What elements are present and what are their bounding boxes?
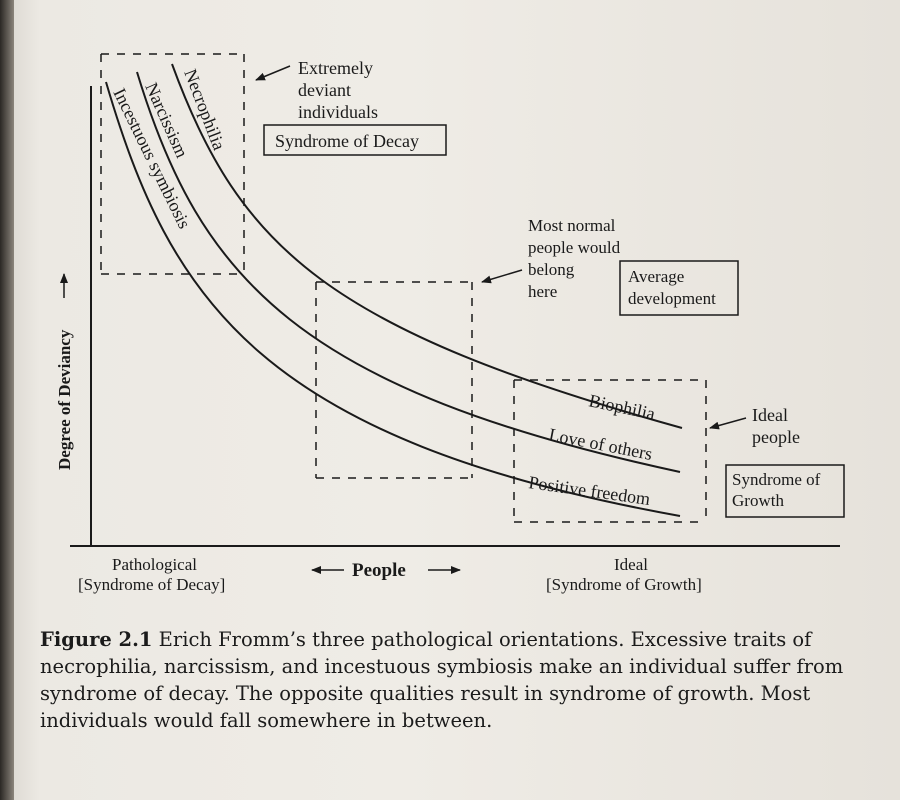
svg-text:people: people xyxy=(752,427,800,447)
y-axis-label-group: Degree of Deviancy xyxy=(55,273,74,470)
svg-text:People: People xyxy=(352,560,406,581)
arrow-normal xyxy=(481,269,523,284)
decay-region xyxy=(100,53,245,275)
svg-text:Most normal: Most normal xyxy=(528,216,616,235)
svg-text:individuals: individuals xyxy=(298,102,378,122)
svg-text:belong: belong xyxy=(528,260,575,279)
svg-text:Average: Average xyxy=(628,267,684,286)
book-spine xyxy=(0,0,14,800)
figure-caption-text: Erich Fromm’s three pathological orienta… xyxy=(40,628,844,732)
arrow-ideal xyxy=(709,417,747,430)
x-axis-center-label: People xyxy=(311,560,461,581)
label-love-of-others: Love of others xyxy=(547,424,654,464)
label-positive-freedom: Positive freedom xyxy=(527,472,651,509)
decay-box-label: Syndrome of Decay xyxy=(275,131,419,151)
x-axis-right-label: Ideal [Syndrome of Growth] xyxy=(546,555,702,594)
svg-text:Pathological: Pathological xyxy=(112,555,197,574)
svg-text:[Syndrome of Decay]: [Syndrome of Decay] xyxy=(78,575,225,594)
annotation-normal: Most normal people would belong here xyxy=(528,216,621,301)
growth-region xyxy=(513,379,707,523)
curve-narcissism-love xyxy=(136,71,681,473)
svg-text:Extremely: Extremely xyxy=(298,58,373,78)
figure-label: Figure 2.1 xyxy=(40,628,153,651)
decay-box xyxy=(263,124,447,156)
label-biophilia: Biophilia xyxy=(587,390,657,423)
svg-text:Ideal: Ideal xyxy=(614,555,648,574)
average-box xyxy=(619,260,739,316)
average-box-label: Average development xyxy=(628,267,716,308)
svg-text:people would: people would xyxy=(528,238,621,257)
svg-text:Growth: Growth xyxy=(732,491,784,510)
svg-text:Ideal: Ideal xyxy=(752,405,788,425)
svg-text:here: here xyxy=(528,282,557,301)
growth-box xyxy=(725,464,845,518)
annotation-ideal: Ideal people xyxy=(752,405,800,447)
x-axis-left-label: Pathological [Syndrome of Decay] xyxy=(78,555,225,594)
svg-text:development: development xyxy=(628,289,716,308)
svg-text:deviant: deviant xyxy=(298,80,351,100)
fromm-diagram: Degree of Deviancy Necrophilia Narcissis… xyxy=(55,53,845,594)
annotation-deviant: Extremely deviant individuals xyxy=(298,58,378,122)
average-region xyxy=(315,281,473,479)
growth-box-label: Syndrome of Growth xyxy=(732,470,821,510)
y-axis-label: Degree of Deviancy xyxy=(55,329,74,470)
figure-caption: Figure 2.1 Erich Fromm’s three pathologi… xyxy=(40,626,870,734)
svg-text:[Syndrome of Growth]: [Syndrome of Growth] xyxy=(546,575,702,594)
svg-text:Syndrome of: Syndrome of xyxy=(732,470,821,489)
curve-necrophilia-biophilia xyxy=(171,63,683,429)
curve-incestuous-freedom xyxy=(105,81,681,517)
arrow-deviant xyxy=(255,65,291,81)
